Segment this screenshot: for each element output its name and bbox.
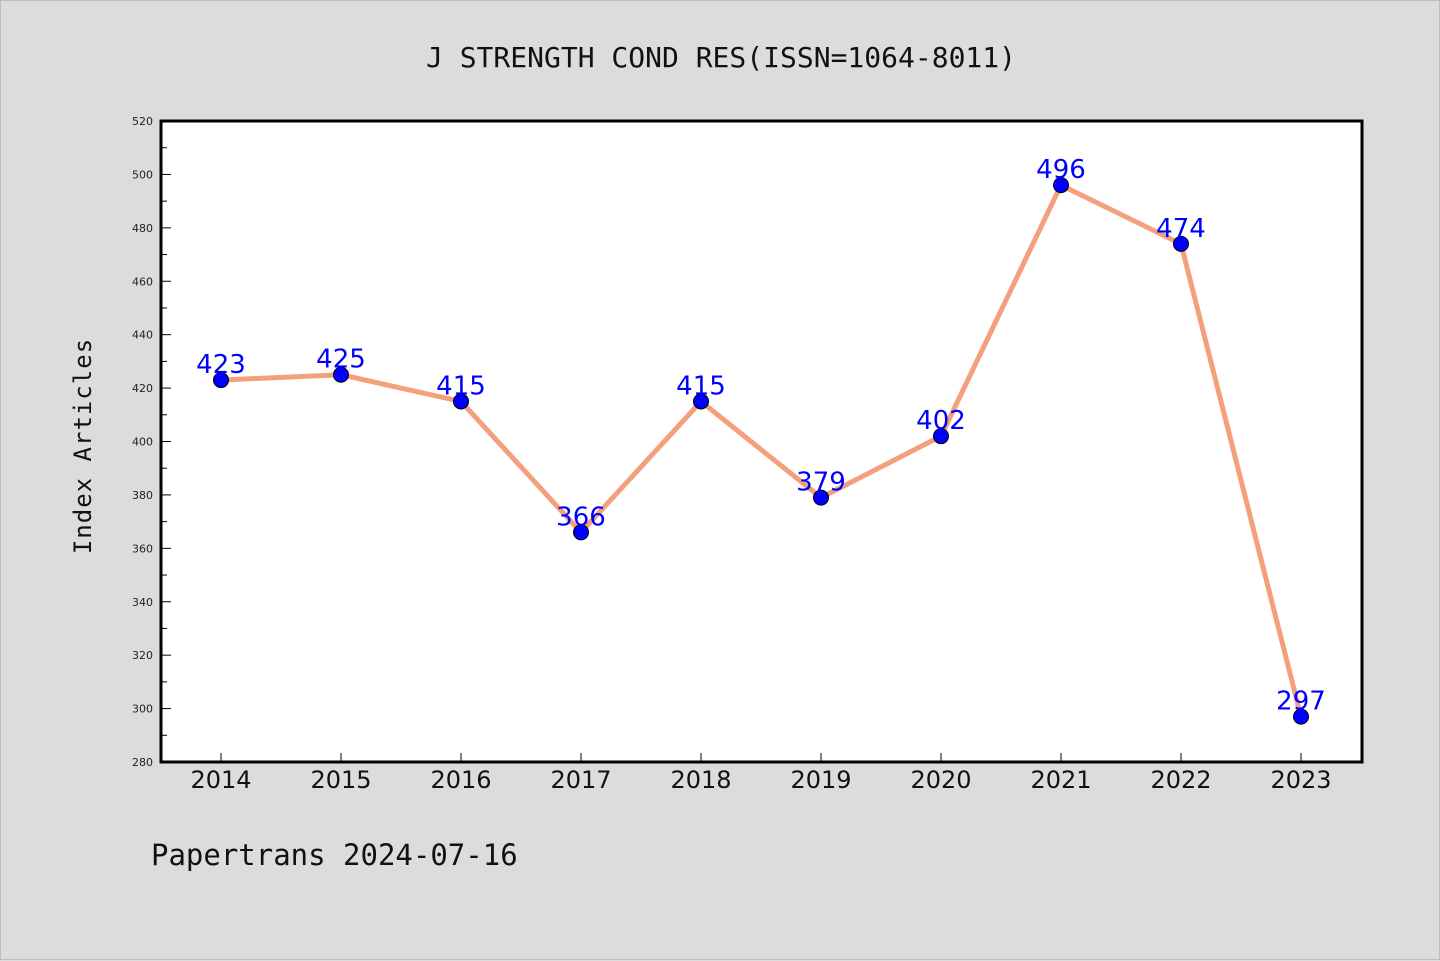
y-tick-label: 500 bbox=[132, 168, 153, 181]
x-tick-label: 2020 bbox=[910, 766, 971, 794]
x-tick-label: 2023 bbox=[1270, 766, 1331, 794]
y-tick-label: 320 bbox=[132, 649, 153, 662]
x-tick-label: 2021 bbox=[1030, 766, 1091, 794]
y-tick-label: 460 bbox=[132, 275, 153, 288]
y-tick-label: 340 bbox=[132, 596, 153, 609]
y-tick-label: 420 bbox=[132, 382, 153, 395]
x-tick-label: 2017 bbox=[550, 766, 611, 794]
y-tick-label: 300 bbox=[132, 703, 153, 716]
x-tick-label: 2019 bbox=[790, 766, 851, 794]
data-label: 415 bbox=[676, 371, 726, 401]
data-label: 379 bbox=[796, 468, 846, 498]
x-tick-label: 2016 bbox=[430, 766, 491, 794]
data-label: 402 bbox=[916, 406, 966, 436]
x-tick-label: 2014 bbox=[190, 766, 251, 794]
y-axis-label: Index Articles bbox=[69, 338, 97, 554]
x-tick-label: 2018 bbox=[670, 766, 731, 794]
data-label: 474 bbox=[1156, 214, 1206, 244]
series-group bbox=[213, 177, 1309, 725]
data-point bbox=[1173, 235, 1189, 252]
data-labels-group: 423 425 415 366 415 379 402 496 474 297 bbox=[196, 155, 1326, 716]
x-axis: 2014 2015 2016 2017 2018 2019 2020 2021 2022 2023 bbox=[190, 753, 1332, 794]
data-label: 297 bbox=[1276, 687, 1326, 717]
y-tick-label: 480 bbox=[132, 222, 153, 235]
data-point bbox=[453, 393, 469, 410]
plot-area bbox=[159, 119, 1364, 764]
data-point bbox=[693, 393, 709, 410]
data-point bbox=[573, 524, 589, 541]
data-label: 423 bbox=[196, 350, 246, 380]
y-tick-label: 380 bbox=[132, 489, 153, 502]
y-tick-label: 360 bbox=[132, 542, 153, 555]
y-axis: 280 300 320 340 360 380 400 420 440 460 480 500 520 bbox=[132, 115, 171, 769]
footer-text: Papertrans 2024-07-16 bbox=[151, 838, 518, 872]
data-point bbox=[933, 428, 949, 445]
y-tick-label: 280 bbox=[132, 756, 153, 769]
data-point bbox=[1293, 708, 1309, 725]
data-point bbox=[1053, 177, 1069, 194]
data-point bbox=[813, 489, 829, 506]
data-point bbox=[213, 372, 229, 389]
y-tick-label: 440 bbox=[132, 329, 153, 342]
data-label: 415 bbox=[436, 371, 486, 401]
data-label: 496 bbox=[1036, 155, 1086, 185]
series-line bbox=[218, 182, 1304, 720]
x-tick-label: 2015 bbox=[310, 766, 371, 794]
y-tick-label: 400 bbox=[132, 436, 153, 449]
y-tick-label: 520 bbox=[132, 115, 153, 128]
data-point bbox=[333, 366, 349, 383]
data-label: 425 bbox=[316, 345, 366, 375]
x-tick-label: 2022 bbox=[1150, 766, 1211, 794]
data-label: 366 bbox=[556, 502, 606, 532]
chart-title: J STRENGTH COND RES(ISSN=1064-8011) bbox=[426, 41, 1016, 74]
